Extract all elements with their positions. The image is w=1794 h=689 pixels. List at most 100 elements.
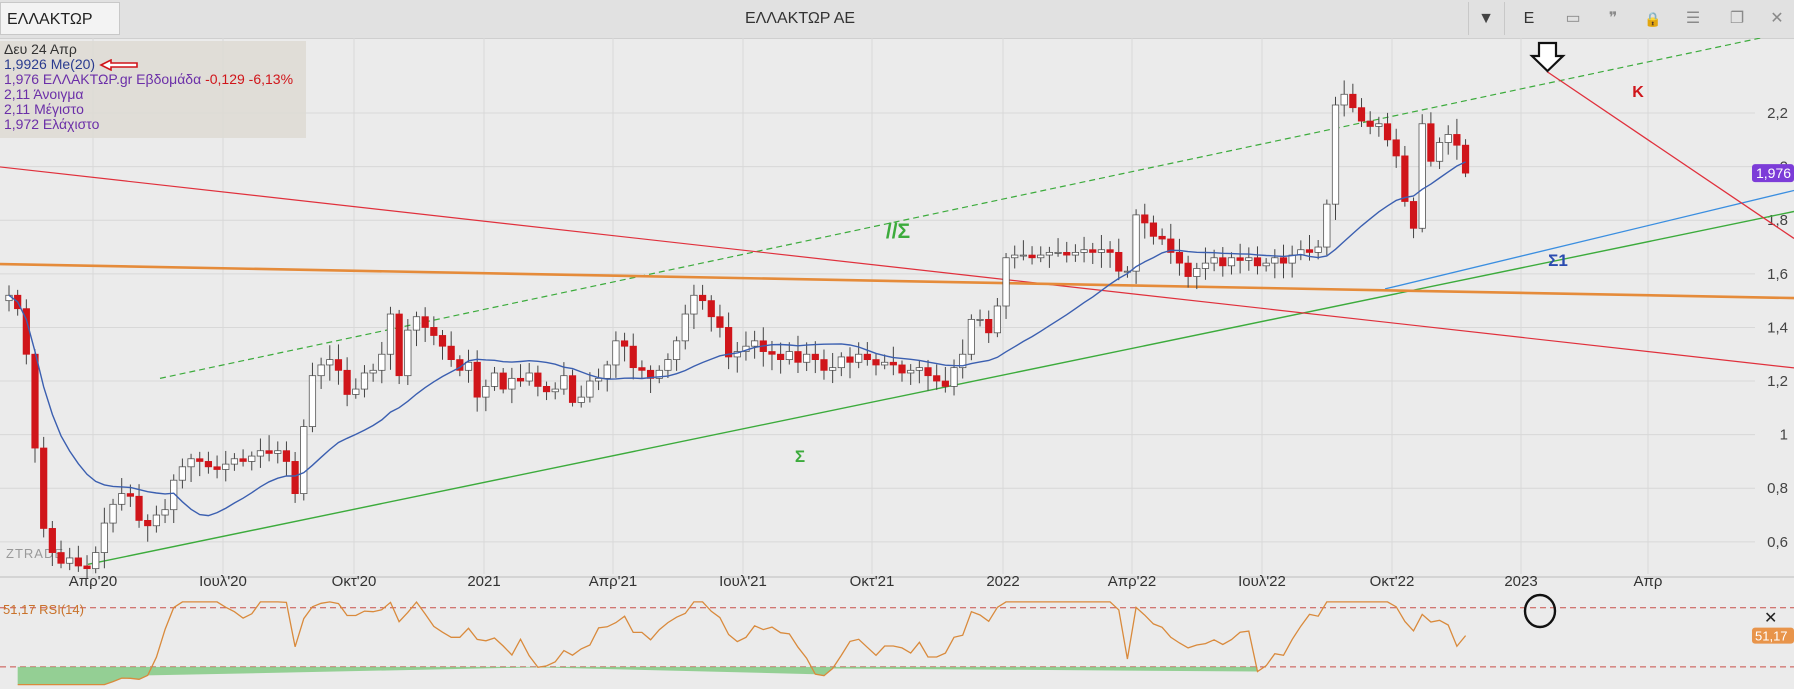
quote-icon[interactable]: ❞ <box>1608 10 1618 27</box>
candle-body <box>386 313 395 355</box>
candle-body <box>499 372 507 390</box>
candle-body <box>950 367 958 387</box>
candle-body <box>1340 93 1348 106</box>
candle-body <box>1132 214 1140 272</box>
last-price-label: 1,976 <box>1756 165 1791 181</box>
candle-body <box>967 318 975 355</box>
candle-body <box>690 294 698 315</box>
candle-body <box>291 461 299 495</box>
candle-body <box>1028 254 1036 259</box>
chart-annotation: K <box>1632 84 1644 101</box>
info-price: 1,976 ΕΛΛΑΚΤΩΡ.gr Εβδομάδα <box>4 71 202 87</box>
rsi-close-icon[interactable]: ✕ <box>1764 610 1778 627</box>
dropdown-arrow-icon[interactable]: ▼ <box>1478 10 1494 27</box>
window-title: ΕΛΛΑΚΤΩΡ ΑΕ <box>744 10 856 27</box>
candle-body <box>1210 257 1218 264</box>
candle-body <box>1002 257 1010 307</box>
info-change: -0,129 -6,13% <box>205 71 294 87</box>
candle-body <box>976 318 984 321</box>
candle-body <box>48 528 56 553</box>
trendline <box>1546 71 1794 239</box>
symbol-input[interactable]: ΕΛΛΑΚΤΩΡ <box>0 2 120 35</box>
candle-body <box>1401 155 1409 202</box>
chart-icon[interactable]: ▭ <box>1565 10 1581 27</box>
candle-body <box>274 450 282 454</box>
y-tick-label: 1 <box>1780 427 1788 444</box>
candle-body <box>525 372 533 382</box>
down-arrow-annotation-icon <box>1529 41 1566 73</box>
candle-body <box>482 385 490 398</box>
toolbar-divider <box>1468 2 1469 35</box>
chart-annotation: Σ1 <box>1548 251 1568 270</box>
candle-body <box>204 461 213 468</box>
x-tick-label: Οκτ'21 <box>850 573 895 590</box>
e-button[interactable]: E <box>1523 10 1535 27</box>
candle-body <box>57 552 65 564</box>
price-chart[interactable]: Απρ'20 Ιουλ'20 Οκτ'20 2021 Απρ'21 Ιουλ'21 Οκτ'… <box>0 38 1794 689</box>
candle-body <box>109 503 117 524</box>
candle-body <box>898 364 906 374</box>
candle-body <box>560 375 568 390</box>
candle-body <box>135 495 143 521</box>
candle-body <box>863 353 871 360</box>
rsi-label: 51,17 RSI(14) <box>3 602 84 617</box>
candle-body <box>1063 251 1071 256</box>
candle-body <box>829 367 837 371</box>
rsi-value-label: 51,17 <box>1755 629 1788 644</box>
candle-body <box>126 493 134 497</box>
candle-body <box>846 356 854 363</box>
candle-body <box>447 345 455 361</box>
lock-icon[interactable]: 🔒 <box>1644 11 1662 27</box>
candle-body <box>248 455 256 462</box>
candle-body <box>1427 123 1435 162</box>
candle-body <box>699 294 707 302</box>
candle-body <box>1366 120 1374 127</box>
candle-body <box>1167 238 1175 253</box>
x-tick-label: Ιουλ'20 <box>199 573 247 590</box>
candle-body <box>1089 249 1097 253</box>
x-tick-label: Απρ'22 <box>1108 573 1156 590</box>
chart-annotation: Σ <box>795 447 805 466</box>
candle-body <box>1453 134 1461 146</box>
candle-body <box>725 327 733 358</box>
candle-body <box>74 557 82 567</box>
candle-body <box>803 353 811 363</box>
candle-body <box>1444 134 1452 143</box>
candle-body <box>907 369 915 374</box>
trendline <box>1384 189 1794 290</box>
y-tick-label: 2,2 <box>1767 105 1788 122</box>
candle-body <box>855 353 863 363</box>
watermark: ZTRADE <box>6 546 64 561</box>
candle-body <box>1409 201 1418 229</box>
candle-body <box>1045 251 1053 256</box>
candle-body <box>404 329 412 377</box>
info-high: 2,11 Μέγιστο <box>4 101 84 117</box>
trendline <box>159 38 1764 379</box>
candle-body <box>568 375 577 403</box>
candle-body <box>881 361 889 366</box>
candle-body <box>430 327 438 336</box>
candle-body <box>1080 249 1088 253</box>
candle-body <box>612 340 620 366</box>
y-tick-label: 0,8 <box>1767 480 1788 497</box>
candle-body <box>170 479 178 511</box>
candle-body <box>1349 93 1357 109</box>
info-ma: 1,9926 Me(20) <box>4 56 96 72</box>
restore-icon[interactable]: ❐ <box>1729 10 1745 27</box>
candle-body <box>586 380 594 398</box>
candle-body <box>794 351 802 363</box>
candle-body <box>395 313 403 377</box>
candle-body <box>751 340 759 347</box>
menu-icon[interactable]: ☰ <box>1685 10 1701 27</box>
candle-body <box>83 565 91 570</box>
candle-body <box>239 458 247 462</box>
red-arrow-annotation-icon <box>99 59 138 72</box>
trendline <box>0 166 1794 369</box>
candle-body <box>317 364 325 377</box>
window-toolbar: ΕΛΛΑΚΤΩΡ ΕΛΛΑΚΤΩΡ ΑΕ ▼ E ▭ ❞ 🔒 ☰ ❐ ✕ <box>0 0 1794 39</box>
candle-body <box>256 450 265 457</box>
ma-line <box>8 161 1466 517</box>
candle-body <box>152 514 160 527</box>
x-tick-label: Απρ'20 <box>69 573 117 590</box>
close-icon[interactable]: ✕ <box>1770 10 1784 27</box>
